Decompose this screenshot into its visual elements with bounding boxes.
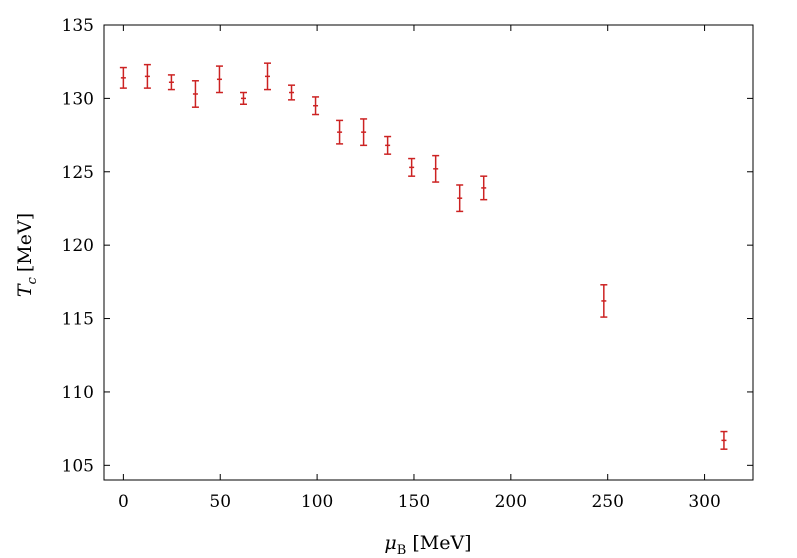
x-axis-title: μB [MeV] [384,532,471,558]
data-point-7 [288,84,296,101]
data-point-12 [408,157,416,177]
data-point-13 [432,154,440,183]
data-point-1 [143,63,151,89]
y-tick-label-3: 120 [62,236,94,256]
data-point-11 [384,135,392,155]
y-tick-label-2: 115 [62,310,94,330]
x-tick-label-4: 200 [495,492,527,512]
y-tick-label-6: 135 [62,16,94,36]
x-tick-label-0: 0 [118,492,129,512]
data-point-4 [215,65,223,94]
y-tick-label-4: 125 [62,163,94,183]
data-point-15 [480,175,488,201]
x-tick-label-3: 150 [398,492,430,512]
data-point-16 [600,284,608,318]
x-tick-label-6: 300 [688,492,720,512]
data-point-3 [191,80,199,108]
y-axis-title: Tc[MeV] [14,213,40,297]
data-point-9 [336,119,344,145]
y-tick-label-0: 105 [62,456,94,476]
data-point-5 [239,91,247,106]
data-point-8 [312,96,320,116]
data-point-17 [720,430,728,450]
y-tick-label-5: 130 [62,89,94,109]
data-point-2 [167,74,175,91]
data-point-0 [119,66,127,89]
plot-frame [103,24,754,481]
x-tick-label-1: 50 [209,492,231,512]
y-tick-label-1: 110 [62,383,94,403]
data-point-10 [360,118,368,147]
data-point-14 [456,184,464,213]
x-tick-label-5: 250 [591,492,623,512]
data-point-6 [264,62,272,91]
x-tick-label-2: 100 [301,492,333,512]
